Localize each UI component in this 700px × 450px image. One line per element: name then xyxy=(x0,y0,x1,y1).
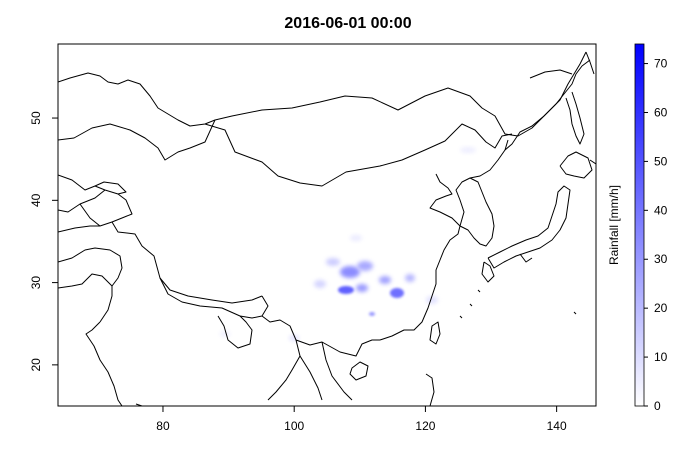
rain-cell xyxy=(326,258,340,266)
border-mongolia xyxy=(204,123,513,187)
rain-cell xyxy=(405,274,415,282)
rain-cell xyxy=(460,147,476,153)
rainfall-field xyxy=(220,147,476,341)
border-india-nepal xyxy=(159,277,269,319)
coast-kyushu xyxy=(481,261,495,283)
border-west-china xyxy=(58,174,263,304)
rain-cell xyxy=(357,261,373,271)
islands-ryukyu xyxy=(459,289,577,319)
rain-cell xyxy=(350,235,362,241)
colorbar-tick-label: 20 xyxy=(654,301,668,315)
coast-okhotsk xyxy=(529,69,573,79)
y-tick-label: 20 xyxy=(29,358,43,372)
colorbar-tick-label: 30 xyxy=(654,252,668,266)
coast-hainan xyxy=(349,361,369,381)
map-title: 2016-06-01 00:00 xyxy=(284,15,411,32)
coast-china xyxy=(379,173,461,341)
border-myanmar xyxy=(261,315,301,401)
y-tick-label: 40 xyxy=(29,193,43,207)
x-tick-label: 80 xyxy=(156,419,170,433)
colorbar xyxy=(634,43,645,407)
rain-cell xyxy=(314,280,326,288)
border-north xyxy=(58,51,587,137)
colorbar-tick-label: 70 xyxy=(654,57,668,71)
y-tick-label: 50 xyxy=(29,111,43,125)
rain-cell xyxy=(289,335,299,341)
coast-sakhalin xyxy=(565,91,585,145)
map-area xyxy=(58,44,596,406)
rain-cell xyxy=(356,284,368,292)
y-axis: 20 30 40 50 xyxy=(29,111,58,372)
rain-cell xyxy=(390,288,404,298)
coast-japan-hokkaido xyxy=(559,151,593,179)
coast-russia-east xyxy=(504,59,591,151)
colorbar-label: Rainfall [mm/h] xyxy=(607,185,621,265)
coast-japan-south xyxy=(519,253,533,263)
rain-cell xyxy=(338,286,354,294)
rain-cell xyxy=(426,296,438,304)
border-kyrgyz xyxy=(94,181,127,195)
colorbar-tick-label: 0 xyxy=(654,399,661,413)
border-kazakh xyxy=(58,119,216,161)
x-tick-label: 100 xyxy=(284,419,304,433)
coast-taiwan xyxy=(429,321,441,345)
rain-cell xyxy=(220,331,230,337)
x-tick-label: 120 xyxy=(415,419,435,433)
coast-east-russia-b xyxy=(589,159,596,165)
border-india-south xyxy=(85,321,123,406)
coast-kamchatka xyxy=(585,51,595,75)
rain-cell xyxy=(379,276,391,284)
border-central-asia xyxy=(58,189,113,233)
rain-cell xyxy=(369,312,375,316)
colorbar-tick-label: 10 xyxy=(654,350,668,364)
country-borders xyxy=(58,51,596,406)
coast-korea xyxy=(455,177,495,247)
coast-philippines xyxy=(425,373,435,406)
plot-frame xyxy=(57,43,597,407)
rain-cell xyxy=(340,266,360,278)
border-bangladesh xyxy=(217,315,253,349)
x-axis: 80 100 120 140 xyxy=(156,406,567,433)
colorbar-tick-label: 40 xyxy=(654,203,668,217)
colorbar-legend: 0 10 20 30 40 50 60 70 Rainfall [mm/h] xyxy=(607,43,668,413)
border-indochina xyxy=(295,339,380,401)
border-nk-china xyxy=(469,139,509,179)
colorbar-tick-label: 60 xyxy=(654,105,668,119)
border-afghan-pak xyxy=(58,247,123,323)
colorbar-tick-label: 50 xyxy=(654,154,668,168)
x-tick-label: 140 xyxy=(547,419,567,433)
y-tick-label: 30 xyxy=(29,276,43,290)
colorbar-ticks: 0 10 20 30 40 50 60 70 xyxy=(644,57,668,413)
